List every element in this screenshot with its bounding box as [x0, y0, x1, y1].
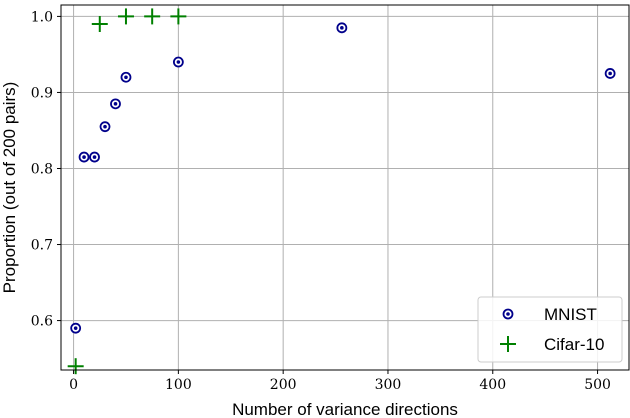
- legend-marker: [500, 336, 516, 352]
- marker-dot: [340, 26, 344, 30]
- data-point-cifar10: [144, 8, 161, 25]
- data-point-mnist: [604, 68, 616, 79]
- y-tick-label: 1.0: [31, 9, 53, 25]
- legend-marker: [502, 308, 514, 320]
- data-point-cifar10: [67, 358, 84, 375]
- x-tick-label: 400: [479, 377, 506, 393]
- x-tick-label: 300: [375, 377, 402, 393]
- x-tick-label: 0: [69, 377, 78, 393]
- data-point-mnist: [99, 121, 111, 133]
- x-tick-label: 200: [270, 377, 297, 393]
- y-tick-label: 0.7: [31, 238, 53, 254]
- data-point-mnist: [89, 151, 100, 163]
- axis-ticks: 0 100 200 300 400 500 0.6 0.7 0.8 0.9 1.0: [31, 9, 611, 393]
- plot-frame: [60, 4, 630, 371]
- legend-label-cifar10: Cifar-10: [544, 335, 604, 354]
- y-tick-label: 0.6: [31, 314, 53, 330]
- data-point-mnist: [172, 56, 184, 68]
- marker-dot: [608, 71, 612, 76]
- data-point-mnist: [336, 22, 348, 34]
- marker-dot: [73, 326, 78, 330]
- data-point-mnist: [110, 98, 121, 110]
- legend-box: [477, 296, 623, 363]
- legend-marker-cifar10: [500, 336, 516, 352]
- marker-dot: [124, 75, 128, 80]
- y-tick-label: 0.9: [31, 85, 53, 101]
- marker-dot: [92, 155, 97, 159]
- marker-dot: [506, 312, 510, 316]
- marker-dot: [82, 155, 86, 159]
- y-axis-label: Proportion (out of 200 pairs): [0, 82, 19, 294]
- data-points: [67, 8, 616, 375]
- x-tick-label: 500: [584, 377, 611, 393]
- data-point-cifar10: [170, 8, 187, 25]
- legend-label-mnist: MNIST: [544, 305, 597, 324]
- data-point-mnist: [78, 151, 90, 163]
- data-point-cifar10: [91, 16, 108, 33]
- marker-dot: [113, 102, 118, 106]
- x-axis-label: Number of variance directions: [232, 400, 458, 418]
- data-point-mnist: [120, 71, 132, 83]
- marker-dot: [103, 124, 107, 129]
- legend-marker-mnist: [502, 308, 514, 320]
- x-tick-label: 100: [165, 377, 192, 393]
- legend: MNIST Cifar-10: [477, 296, 623, 363]
- y-tick-label: 0.8: [31, 161, 53, 177]
- marker-dot: [176, 60, 181, 64]
- data-point-mnist: [70, 322, 82, 334]
- data-point-cifar10: [117, 8, 134, 25]
